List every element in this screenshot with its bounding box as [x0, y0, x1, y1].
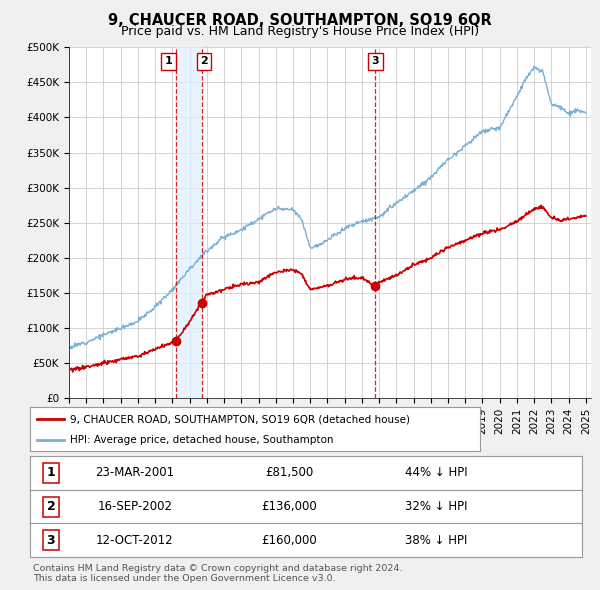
Text: £136,000: £136,000: [262, 500, 317, 513]
Text: 3: 3: [47, 533, 55, 547]
Text: 2: 2: [200, 56, 208, 66]
Text: £81,500: £81,500: [265, 466, 314, 480]
Text: 23-MAR-2001: 23-MAR-2001: [95, 466, 175, 480]
Text: 1: 1: [164, 56, 172, 66]
Text: Price paid vs. HM Land Registry's House Price Index (HPI): Price paid vs. HM Land Registry's House …: [121, 25, 479, 38]
Bar: [176, 47, 202, 398]
Text: 1: 1: [47, 466, 55, 480]
Text: 9, CHAUCER ROAD, SOUTHAMPTON, SO19 6QR (detached house): 9, CHAUCER ROAD, SOUTHAMPTON, SO19 6QR (…: [71, 414, 410, 424]
Text: HPI: Average price, detached house, Southampton: HPI: Average price, detached house, Sout…: [71, 435, 334, 445]
Text: 12-OCT-2012: 12-OCT-2012: [96, 533, 173, 547]
Text: 16-SEP-2002: 16-SEP-2002: [97, 500, 172, 513]
Text: £160,000: £160,000: [262, 533, 317, 547]
Text: 38% ↓ HPI: 38% ↓ HPI: [406, 533, 468, 547]
Text: 44% ↓ HPI: 44% ↓ HPI: [406, 466, 468, 480]
Text: 2: 2: [47, 500, 55, 513]
Text: 3: 3: [371, 56, 379, 66]
Text: 9, CHAUCER ROAD, SOUTHAMPTON, SO19 6QR: 9, CHAUCER ROAD, SOUTHAMPTON, SO19 6QR: [108, 13, 492, 28]
Text: Contains HM Land Registry data © Crown copyright and database right 2024.
This d: Contains HM Land Registry data © Crown c…: [33, 564, 403, 584]
Text: 32% ↓ HPI: 32% ↓ HPI: [406, 500, 468, 513]
